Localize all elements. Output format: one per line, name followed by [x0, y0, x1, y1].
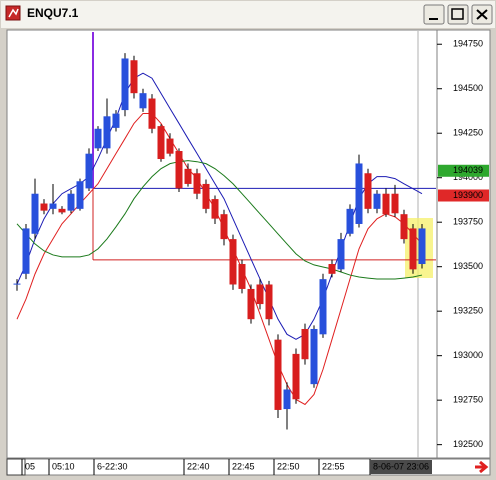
y-tick-label: 194250	[453, 128, 483, 138]
candle-body	[166, 138, 174, 154]
y-tick-label: 193750	[453, 217, 483, 227]
y-tick-label: 193250	[453, 306, 483, 316]
candle-body	[292, 353, 300, 400]
x-tick-label: 8-06-07 23:06	[373, 461, 429, 471]
candle-body	[229, 239, 237, 285]
x-tick-label: 22:45	[232, 461, 255, 471]
candle-body	[319, 279, 327, 335]
close-glyph	[476, 9, 488, 20]
moving-average	[16, 160, 423, 280]
candle-body	[130, 60, 138, 94]
price-marker	[438, 164, 489, 177]
candle-body	[94, 128, 102, 149]
candle-body	[310, 328, 318, 385]
candle-body	[247, 288, 255, 320]
x-tick-label: 05:10	[52, 461, 75, 471]
candle-body	[13, 283, 21, 285]
price-marker	[438, 189, 489, 202]
candle-body	[301, 328, 309, 360]
price-axis	[436, 29, 491, 459]
candle-body	[67, 193, 75, 211]
title-bar	[1, 1, 495, 28]
window-title: ENQU7.1	[27, 6, 79, 20]
y-tick-label: 193000	[453, 350, 483, 360]
candle-body	[355, 163, 363, 224]
candle-body	[283, 389, 291, 410]
window-icon-glyph	[8, 8, 19, 18]
candle-body	[346, 208, 354, 234]
y-tick-label: 194500	[453, 83, 483, 93]
candle-body	[238, 264, 246, 289]
candle-body	[382, 193, 390, 215]
candle-body	[49, 203, 57, 209]
candle-body	[112, 113, 120, 128]
minimize-button[interactable]	[423, 4, 445, 25]
x-tick-label: 6-22:30	[97, 461, 128, 471]
candle-body	[148, 98, 156, 129]
candle-body	[58, 208, 66, 213]
time-axis-box[interactable]	[6, 458, 26, 476]
candle-body	[220, 214, 228, 240]
x-tick-label: 22:40	[187, 461, 210, 471]
candle-body	[256, 284, 264, 305]
maximize-glyph	[451, 8, 464, 20]
maximize-button[interactable]	[447, 4, 469, 25]
candle-body	[265, 284, 273, 320]
candle-body	[274, 339, 282, 410]
candle-body	[193, 173, 201, 194]
candle-body	[139, 93, 147, 109]
candle-body	[400, 214, 408, 240]
y-tick-label: 194750	[453, 39, 483, 49]
scroll-arrow[interactable]	[475, 460, 489, 474]
price-marker-label: 193900	[453, 190, 483, 200]
candle-body	[337, 239, 345, 270]
candle-body	[85, 153, 93, 189]
candle-body	[157, 126, 165, 160]
candle-body	[175, 151, 183, 189]
candle-body	[76, 181, 84, 209]
candle-body	[202, 183, 210, 209]
y-tick-label: 193500	[453, 261, 483, 271]
x-tick-label: 22:50	[277, 461, 300, 471]
y-tick-label: 192500	[453, 439, 483, 449]
candle-body	[31, 193, 39, 234]
candle-body	[184, 168, 192, 184]
candle-body	[409, 228, 417, 270]
x-tick-label: 22:55	[322, 461, 345, 471]
candle-body	[328, 264, 336, 274]
window-icon	[5, 5, 21, 21]
x-cursor-label-bg	[370, 460, 432, 474]
moving-average	[16, 72, 423, 340]
candle-body	[40, 203, 48, 211]
y-tick-label: 194000	[453, 172, 483, 182]
candle-body	[103, 116, 111, 149]
candle-body	[211, 199, 219, 219]
candle-body	[22, 228, 30, 274]
candle-body	[418, 228, 426, 265]
price-marker-label: 194039	[453, 165, 483, 175]
candle-body	[391, 193, 399, 214]
moving-average	[16, 112, 423, 406]
candle-body	[373, 193, 381, 209]
plot: 192500 192750 193000 193250 193500 193750 1940…	[13, 32, 489, 475]
candle-body	[364, 173, 372, 209]
candle-body	[121, 58, 129, 111]
plot-area	[6, 29, 438, 459]
x-tick-label: 05	[25, 461, 35, 471]
y-tick-label: 192750	[453, 395, 483, 405]
